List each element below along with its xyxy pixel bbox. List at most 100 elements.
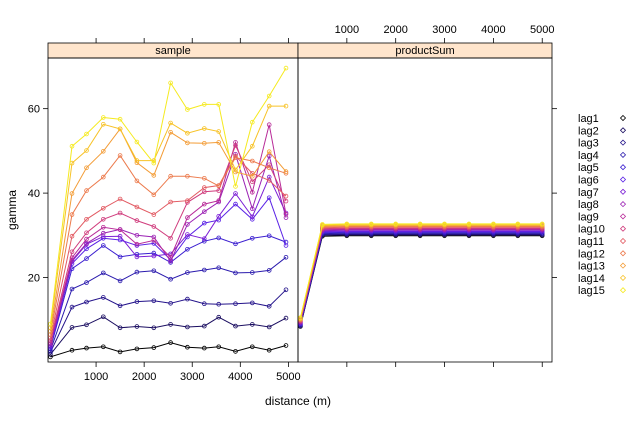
series-line-productSum-lag3 bbox=[299, 233, 543, 326]
data-point-lag15 bbox=[283, 65, 289, 71]
data-point-lag11 bbox=[168, 199, 173, 205]
data-point-lag7 bbox=[151, 253, 157, 259]
data-point-lag2 bbox=[117, 325, 123, 331]
data-point-lag10 bbox=[101, 217, 106, 222]
data-point-lag11 bbox=[134, 204, 140, 210]
series-line-sample-lag4 bbox=[49, 256, 287, 351]
legend-marker-lag10 bbox=[619, 225, 627, 232]
data-point-lag11 bbox=[185, 198, 190, 204]
data-point-lag2 bbox=[134, 324, 140, 329]
data-point-lag14 bbox=[216, 129, 222, 134]
data-point-lag5 bbox=[266, 233, 272, 239]
data-point-lag1 bbox=[233, 349, 238, 354]
data-point-lag15 bbox=[466, 221, 472, 227]
data-point-lag9 bbox=[101, 225, 106, 230]
data-point-lag3 bbox=[168, 300, 173, 306]
legend-marker-lag15 bbox=[619, 287, 627, 294]
data-point-lag1 bbox=[134, 346, 140, 352]
data-point-lag1 bbox=[117, 349, 123, 355]
series-line-sample-lag13 bbox=[49, 127, 287, 332]
data-point-lag2 bbox=[202, 323, 207, 329]
legend-label-lag15: lag15 bbox=[578, 285, 605, 297]
data-point-lag7 bbox=[185, 232, 190, 237]
legend-label-lag1: lag1 bbox=[578, 113, 599, 125]
legend-label-lag6: lag6 bbox=[578, 175, 599, 187]
x-tick-label: 1000 bbox=[335, 24, 359, 36]
data-point-lag2 bbox=[216, 314, 222, 320]
data-point-lag4 bbox=[134, 269, 140, 275]
data-point-lag15 bbox=[442, 221, 447, 227]
data-point-lag9 bbox=[185, 215, 190, 220]
series-line-productSum-lag14 bbox=[299, 224, 543, 319]
data-point-lag2 bbox=[283, 315, 289, 321]
data-point-lag13 bbox=[168, 130, 173, 135]
data-point-lag5 bbox=[151, 250, 157, 256]
series-line-sample-lag6 bbox=[49, 196, 287, 348]
x-tick-label: 4000 bbox=[228, 371, 252, 383]
data-point-lag3 bbox=[134, 299, 140, 304]
data-point-lag7 bbox=[233, 191, 238, 196]
data-point-lag4 bbox=[69, 286, 75, 292]
data-point-lag15 bbox=[250, 119, 255, 125]
series-line-sample-lag8 bbox=[49, 152, 287, 345]
legend: lag1lag2lag3lag4lag5lag6lag7lag8lag9lag1… bbox=[578, 113, 627, 297]
data-point-lag3 bbox=[233, 301, 238, 307]
legend-label-lag11: lag11 bbox=[578, 236, 604, 248]
data-point-lag14 bbox=[185, 130, 190, 136]
data-point-lag1 bbox=[168, 340, 173, 345]
data-point-lag10 bbox=[202, 189, 207, 195]
x-tick-label: 5000 bbox=[530, 24, 554, 36]
data-point-lag5 bbox=[101, 243, 106, 248]
data-point-lag13 bbox=[250, 173, 255, 179]
data-point-lag10 bbox=[250, 179, 255, 185]
data-point-lag5 bbox=[202, 238, 207, 244]
x-tick-label: 3000 bbox=[432, 24, 456, 36]
data-point-lag3 bbox=[117, 303, 123, 309]
data-point-lag1 bbox=[151, 345, 157, 350]
series-line-productSum-lag13 bbox=[299, 225, 543, 320]
data-point-lag13 bbox=[101, 149, 106, 154]
data-point-lag8 bbox=[202, 209, 207, 215]
data-point-lag12 bbox=[151, 192, 157, 198]
data-point-lag11 bbox=[69, 233, 75, 239]
data-point-lag9 bbox=[250, 190, 255, 195]
data-point-lag14 bbox=[101, 122, 106, 127]
series-line-productSum-lag7 bbox=[299, 230, 543, 323]
x-tick-label: 3000 bbox=[180, 371, 204, 383]
series-line-sample-lag5 bbox=[49, 235, 287, 350]
data-point-lag10 bbox=[168, 236, 173, 241]
data-point-lag6 bbox=[84, 246, 89, 252]
panel-frame-sample bbox=[47, 57, 299, 363]
series-line-sample-lag15 bbox=[49, 67, 287, 325]
data-point-lag1 bbox=[283, 343, 289, 348]
data-point-lag4 bbox=[250, 270, 255, 275]
data-point-lag2 bbox=[266, 324, 272, 330]
data-point-lag14 bbox=[168, 120, 173, 126]
data-point-lag6 bbox=[233, 201, 238, 207]
data-point-lag15 bbox=[202, 102, 207, 107]
panel-frame-productSum bbox=[297, 57, 553, 363]
legend-label-lag8: lag8 bbox=[578, 199, 599, 211]
data-point-lag15 bbox=[539, 221, 545, 227]
data-point-lag15 bbox=[491, 221, 496, 227]
data-point-lag4 bbox=[202, 267, 207, 273]
legend-label-lag10: lag10 bbox=[578, 224, 605, 236]
legend-marker-lag3 bbox=[619, 139, 627, 146]
data-point-lag10 bbox=[69, 249, 75, 255]
legend-label-lag13: lag13 bbox=[578, 261, 605, 273]
data-point-lag12 bbox=[202, 176, 207, 181]
data-point-lag14 bbox=[283, 103, 289, 109]
data-point-lag8 bbox=[185, 222, 190, 227]
series-line-sample-lag7 bbox=[49, 175, 287, 347]
series-line-sample-lag9 bbox=[49, 124, 287, 343]
data-point-lag7 bbox=[117, 233, 123, 239]
legend-marker-lag11 bbox=[619, 237, 627, 245]
data-point-lag15 bbox=[393, 221, 399, 227]
legend-marker-lag13 bbox=[619, 262, 627, 269]
data-point-lag13 bbox=[283, 169, 289, 174]
data-point-lag7 bbox=[216, 214, 222, 219]
data-point-lag6 bbox=[202, 220, 207, 226]
data-point-lag2 bbox=[69, 325, 75, 330]
data-point-lag7 bbox=[134, 254, 140, 260]
